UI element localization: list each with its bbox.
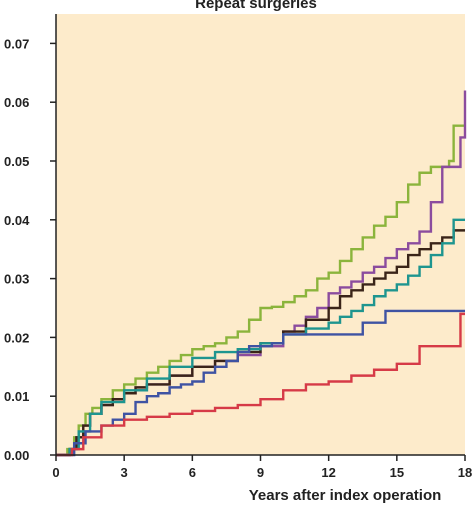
x-tick-label: 15	[390, 465, 404, 480]
x-tick-label: 3	[121, 465, 128, 480]
series-line-6	[56, 312, 465, 457]
ticks-layer: 0.00 0.01 0.02 0.03 0.04 0.05 0.06 0.07 0 3 6 9 12 15…	[4, 36, 472, 480]
y-tick-label: 0.04	[4, 213, 30, 228]
y-tick-label: 0.05	[4, 154, 29, 169]
x-tick-label: 0	[52, 465, 59, 480]
y-tick-label: 0.02	[4, 330, 29, 345]
x-tick-label: 18	[458, 465, 472, 480]
y-tick-label: 0.00	[4, 448, 29, 463]
y-tick-label: 0.01	[4, 389, 29, 404]
plot-background	[56, 14, 465, 455]
y-tick-label: 0.03	[4, 272, 29, 287]
series-line-5	[56, 309, 465, 457]
x-tick-label: 9	[257, 465, 264, 480]
series-line-1	[56, 124, 465, 457]
x-tick-label: 12	[321, 465, 335, 480]
series-line-4	[56, 218, 465, 457]
x-tick-label: 6	[189, 465, 196, 480]
x-axis-title: Years after index operation	[249, 487, 442, 504]
chart-title: Repeat surgeries	[195, 0, 317, 12]
y-tick-label: 0.06	[4, 95, 29, 110]
series-layer	[56, 90, 467, 457]
y-tick-label: 0.07	[4, 36, 29, 51]
